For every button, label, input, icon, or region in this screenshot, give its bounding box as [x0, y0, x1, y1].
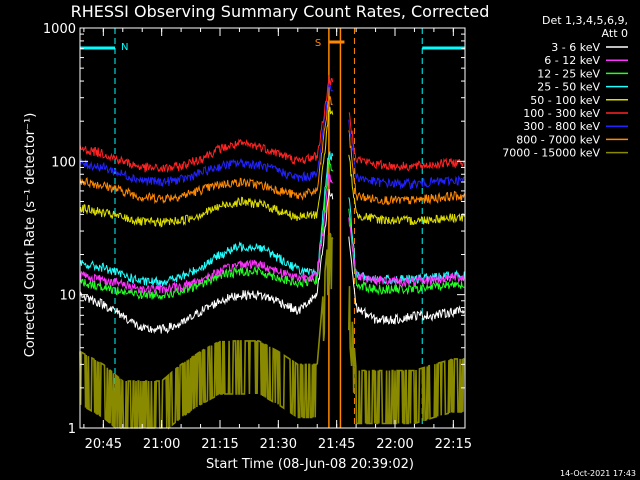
saa-flag-label: S	[315, 38, 321, 49]
legend-label: 3 - 6 keV	[551, 41, 600, 54]
series-line-6-12-kev-1	[348, 217, 465, 288]
x-tick-label: 21:45	[318, 437, 355, 452]
series-line-6-12-kev-0	[79, 174, 333, 295]
x-tick-label: 22:15	[435, 437, 472, 452]
series-line-100-300-kev-1	[348, 112, 465, 172]
legend-label: 100 - 300 keV	[523, 107, 600, 120]
y-axis-label: Corrected Count Rate (s⁻¹ detector⁻¹)	[23, 113, 38, 358]
series-line-12-25-kev-0	[79, 158, 334, 301]
series-line-50-100-kev-0	[79, 106, 334, 228]
series-line-800-7000-kev-1	[348, 130, 465, 206]
legend-label: 300 - 800 keV	[523, 120, 600, 133]
series-line-25-50-kev-0	[79, 150, 334, 287]
x-tick-label: 21:30	[260, 437, 297, 452]
legend-label: 800 - 7000 keV	[516, 133, 600, 146]
legend-label: 50 - 100 keV	[530, 94, 600, 107]
series-line-7000-15000-kev-1	[348, 286, 465, 425]
series-line-3-6-kev-1	[348, 236, 465, 325]
series-line-300-800-kev-0	[79, 81, 333, 187]
legend-label: 6 - 12 keV	[544, 54, 600, 67]
x-tick-label: 21:00	[143, 437, 180, 452]
series-line-800-7000-kev-0	[79, 96, 333, 205]
legend-title-detectors: Det 1,3,4,5,6,9,	[542, 14, 628, 27]
x-tick-label: 22:00	[376, 437, 413, 452]
series-line-50-100-kev-1	[348, 154, 465, 225]
y-tick-label: 1	[68, 422, 76, 437]
x-axis-label: Start Time (08-Jun-08 20:39:02)	[206, 457, 414, 472]
y-axis: 1 10 100 1000	[43, 22, 465, 437]
legend-label: 12 - 25 keV	[537, 67, 600, 80]
legend-label: 7000 - 15000 keV	[502, 147, 600, 160]
series-line-7000-15000-kev-0	[79, 232, 334, 430]
x-tick-label: 20:45	[85, 437, 122, 452]
series-layer	[79, 74, 465, 430]
legend-label: 25 - 50 keV	[537, 81, 600, 94]
series-line-300-800-kev-1	[348, 119, 465, 190]
plot-frame	[79, 27, 466, 429]
y-tick-label: 100	[51, 155, 76, 170]
night-flag-label: N	[121, 42, 128, 53]
y-tick-label: 1000	[43, 22, 76, 37]
chart-title: RHESSI Observing Summary Count Rates, Co…	[71, 2, 490, 21]
x-tick-label: 21:15	[201, 437, 238, 452]
series-line-100-300-kev-0	[79, 74, 334, 174]
timestamp: 14-Oct-2021 17:43	[560, 469, 636, 478]
y-tick-label: 10	[59, 289, 76, 304]
legend-title-attenuator: Att 0	[602, 27, 628, 40]
series-line-12-25-kev-1	[348, 208, 465, 296]
series-line-3-6-kev-0	[79, 188, 334, 334]
x-axis: 20:45 21:00 21:15 21:30 21:45 22:00 22:15	[83, 28, 472, 452]
